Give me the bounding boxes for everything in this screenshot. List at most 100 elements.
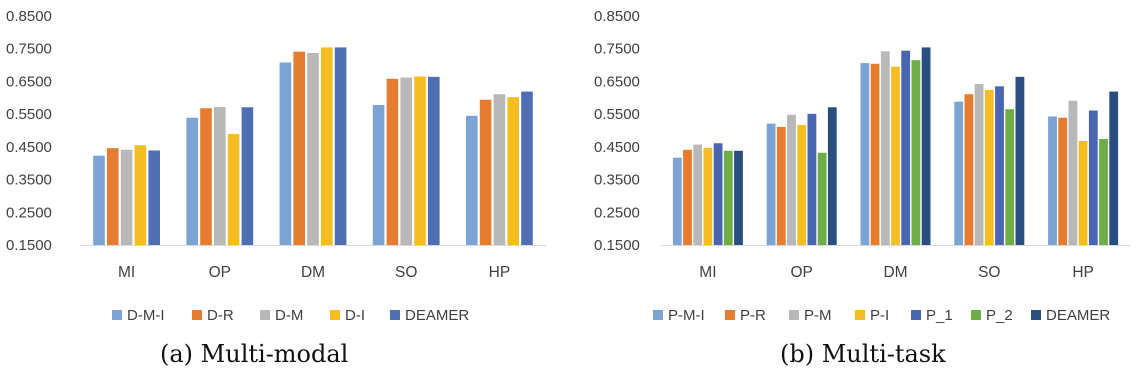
bar-p-m-i-op — [766, 123, 776, 245]
legend-label: P-M — [804, 307, 832, 324]
y-tick-label: 0.2500 — [594, 204, 640, 221]
bar-p-r-so — [964, 94, 974, 246]
bar-d-m-i-hp — [466, 115, 478, 246]
bar-d-i-mi — [134, 145, 147, 245]
legend-swatch — [911, 310, 921, 320]
bar-p_1-mi — [713, 143, 723, 245]
bar-p-r-hp — [1058, 117, 1068, 245]
bar-deamer-op — [241, 107, 254, 245]
bar-d-i-dm — [321, 47, 333, 245]
caption-multi-modal: (a) Multi-modal — [160, 340, 349, 368]
y-tick-label: 0.1500 — [594, 237, 640, 254]
bar-d-m-hp — [493, 94, 506, 246]
legend-label: D-I — [345, 307, 365, 324]
x-category-label: SO — [395, 264, 417, 281]
y-tick-label: 0.3500 — [6, 172, 52, 189]
bar-deamer-hp — [521, 91, 533, 245]
legend-label: P-R — [740, 307, 766, 324]
bar-d-m-i-so — [372, 104, 385, 246]
y-tick-label: 0.3500 — [594, 172, 640, 189]
bar-p-i-mi — [703, 147, 713, 245]
legend-swatch — [1031, 310, 1041, 320]
bar-chart-multi-task: 0.1500 0.2500 0.3500 0.4500 0.5500 0.6500 0.75… — [594, 8, 1130, 324]
legend-label: P-M-I — [668, 307, 705, 324]
bar-d-i-hp — [507, 97, 519, 245]
legend-swatch — [192, 310, 202, 320]
bar-p-m-i-dm — [860, 63, 870, 246]
bar-d-i-so — [414, 76, 426, 246]
legend-swatch — [789, 310, 799, 320]
legend-label: P_1 — [926, 307, 953, 324]
bar-p-m-i-mi — [672, 157, 682, 245]
bar-deamer-op — [827, 107, 837, 245]
bar-d-i-op — [227, 134, 240, 245]
bar-p-r-op — [776, 126, 786, 245]
bar-d-m-mi — [120, 149, 133, 245]
legend-swatch — [390, 310, 400, 320]
bar-d-m-i-mi — [93, 155, 105, 245]
x-category-label: SO — [978, 264, 1000, 281]
legend-swatch — [971, 310, 981, 320]
bar-d-r-hp — [479, 99, 492, 246]
y-tick-label: 0.7500 — [594, 41, 640, 58]
y-tick-label: 0.2500 — [6, 204, 52, 221]
y-tick-label: 0.5500 — [6, 106, 52, 123]
legend-swatch — [855, 310, 865, 320]
legend-label: D-M — [275, 307, 303, 324]
bar-deamer-so — [1015, 76, 1025, 245]
bar-p-m-dm — [880, 51, 890, 246]
bar-p_2-mi — [723, 150, 733, 245]
bar-p_2-op — [817, 152, 827, 245]
y-tick-label: 0.6500 — [6, 73, 52, 90]
bar-p-m-op — [787, 114, 796, 245]
y-tick-label: 0.7500 — [6, 41, 52, 58]
legend-label: P-I — [870, 307, 889, 324]
bar-p_1-dm — [901, 50, 911, 246]
x-category-label: OP — [790, 264, 812, 281]
bar-d-r-mi — [107, 148, 119, 245]
y-tick-label: 0.1500 — [6, 237, 52, 254]
y-tick-label: 0.5500 — [594, 106, 640, 123]
chart-panel-multi-modal: 0.1500 0.2500 0.3500 0.4500 0.5500 0.6500 0.75… — [0, 0, 566, 386]
x-category-label: DM — [883, 264, 907, 281]
bar-p-i-hp — [1078, 140, 1088, 245]
legend-swatch — [653, 310, 663, 320]
bar-deamer-mi — [148, 150, 160, 245]
x-category-label: HP — [489, 264, 511, 281]
legend-swatch — [330, 310, 340, 320]
bar-d-m-i-dm — [279, 62, 292, 245]
bar-p-i-dm — [891, 66, 900, 245]
bar-deamer-mi — [734, 150, 743, 245]
y-tick-label: 0.4500 — [6, 139, 52, 156]
y-tick-label: 0.4500 — [594, 139, 640, 156]
bar-d-m-i-op — [186, 117, 198, 245]
bar-d-r-op — [200, 108, 212, 245]
caption-multi-task: (b) Multi-task — [780, 340, 946, 368]
bar-p-i-op — [797, 124, 807, 245]
bar-p-r-mi — [683, 149, 692, 245]
legend-label: D-R — [207, 307, 234, 324]
bar-deamer-hp — [1109, 91, 1119, 245]
bar-d-r-dm — [293, 51, 305, 246]
legend-swatch — [260, 310, 270, 320]
bar-d-m-op — [214, 106, 226, 246]
y-tick-label: 0.8500 — [6, 8, 52, 25]
x-category-label: MI — [699, 264, 716, 281]
bar-d-r-so — [386, 78, 399, 245]
legend-label: P_2 — [986, 307, 1013, 324]
bar-deamer-dm — [921, 47, 931, 245]
legend-swatch — [725, 310, 735, 320]
bar-p-m-hp — [1068, 100, 1078, 245]
bar-p-r-dm — [870, 63, 880, 246]
bar-deamer-dm — [334, 47, 347, 245]
x-category-label: MI — [118, 264, 135, 281]
bar-chart-multi-modal: 0.1500 0.2500 0.3500 0.4500 0.5500 0.6500 0.75… — [6, 8, 546, 324]
bar-p-i-so — [984, 89, 994, 245]
bar-d-m-so — [400, 77, 412, 245]
bar-d-m-dm — [307, 52, 319, 245]
bar-p-m-i-so — [954, 101, 964, 245]
legend-swatch — [112, 310, 122, 320]
legend-label: DEAMER — [405, 307, 469, 324]
bar-deamer-so — [428, 76, 440, 245]
bar-p_1-so — [995, 86, 1004, 245]
